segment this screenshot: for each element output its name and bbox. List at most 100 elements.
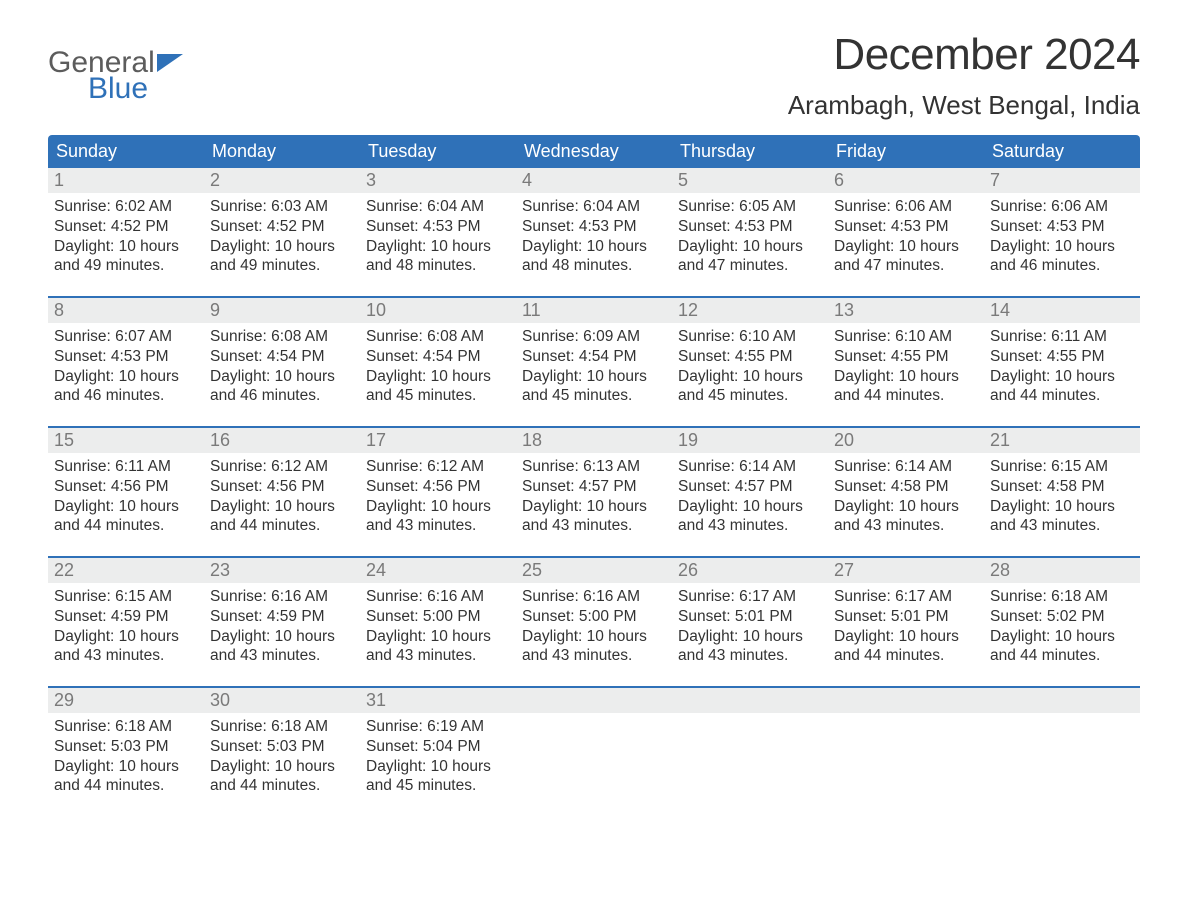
day-body: Sunrise: 6:12 AMSunset: 4:56 PMDaylight:… xyxy=(204,453,360,542)
calendar-day-cell: 8Sunrise: 6:07 AMSunset: 4:53 PMDaylight… xyxy=(48,298,204,426)
daylight-line: Daylight: 10 hours and 44 minutes. xyxy=(990,367,1134,407)
sunrise-line: Sunrise: 6:04 AM xyxy=(366,197,510,217)
sunset-line: Sunset: 4:52 PM xyxy=(54,217,198,237)
sunrise-line: Sunrise: 6:16 AM xyxy=(366,587,510,607)
title-block: December 2024 Arambagh, West Bengal, Ind… xyxy=(788,30,1140,121)
day-body: Sunrise: 6:13 AMSunset: 4:57 PMDaylight:… xyxy=(516,453,672,542)
calendar-day-cell: 23Sunrise: 6:16 AMSunset: 4:59 PMDayligh… xyxy=(204,558,360,686)
dow-cell: Friday xyxy=(828,135,984,168)
daylight-line: Daylight: 10 hours and 46 minutes. xyxy=(990,237,1134,277)
dow-cell: Tuesday xyxy=(360,135,516,168)
day-body: Sunrise: 6:10 AMSunset: 4:55 PMDaylight:… xyxy=(672,323,828,412)
day-body: Sunrise: 6:16 AMSunset: 4:59 PMDaylight:… xyxy=(204,583,360,672)
calendar-body: 1Sunrise: 6:02 AMSunset: 4:52 PMDaylight… xyxy=(48,168,1140,816)
calendar-day-cell: 15Sunrise: 6:11 AMSunset: 4:56 PMDayligh… xyxy=(48,428,204,556)
calendar-week: 8Sunrise: 6:07 AMSunset: 4:53 PMDaylight… xyxy=(48,296,1140,426)
sunrise-line: Sunrise: 6:18 AM xyxy=(54,717,198,737)
sunset-line: Sunset: 4:58 PM xyxy=(990,477,1134,497)
dow-cell: Saturday xyxy=(984,135,1140,168)
day-body: Sunrise: 6:11 AMSunset: 4:56 PMDaylight:… xyxy=(48,453,204,542)
sunrise-line: Sunrise: 6:09 AM xyxy=(522,327,666,347)
sunrise-line: Sunrise: 6:06 AM xyxy=(990,197,1134,217)
calendar-day-cell xyxy=(672,688,828,816)
day-number: 20 xyxy=(828,428,984,453)
page-title: December 2024 xyxy=(788,30,1140,80)
day-body: Sunrise: 6:15 AMSunset: 4:58 PMDaylight:… xyxy=(984,453,1140,542)
sunset-line: Sunset: 5:02 PM xyxy=(990,607,1134,627)
day-body: Sunrise: 6:17 AMSunset: 5:01 PMDaylight:… xyxy=(672,583,828,672)
sunrise-line: Sunrise: 6:10 AM xyxy=(834,327,978,347)
sunset-line: Sunset: 4:54 PM xyxy=(210,347,354,367)
daylight-line: Daylight: 10 hours and 44 minutes. xyxy=(54,757,198,797)
sunrise-line: Sunrise: 6:11 AM xyxy=(990,327,1134,347)
calendar-day-cell: 7Sunrise: 6:06 AMSunset: 4:53 PMDaylight… xyxy=(984,168,1140,296)
sunrise-line: Sunrise: 6:04 AM xyxy=(522,197,666,217)
day-number-empty xyxy=(516,688,672,713)
sunset-line: Sunset: 4:56 PM xyxy=(366,477,510,497)
daylight-line: Daylight: 10 hours and 47 minutes. xyxy=(678,237,822,277)
daylight-line: Daylight: 10 hours and 44 minutes. xyxy=(834,627,978,667)
day-number: 29 xyxy=(48,688,204,713)
sunrise-line: Sunrise: 6:03 AM xyxy=(210,197,354,217)
daylight-line: Daylight: 10 hours and 43 minutes. xyxy=(678,627,822,667)
sunrise-line: Sunrise: 6:10 AM xyxy=(678,327,822,347)
day-number: 30 xyxy=(204,688,360,713)
day-number: 13 xyxy=(828,298,984,323)
day-number: 28 xyxy=(984,558,1140,583)
day-body: Sunrise: 6:16 AMSunset: 5:00 PMDaylight:… xyxy=(516,583,672,672)
header: General Blue December 2024 Arambagh, Wes… xyxy=(48,30,1140,121)
daylight-line: Daylight: 10 hours and 43 minutes. xyxy=(54,627,198,667)
calendar-day-cell: 11Sunrise: 6:09 AMSunset: 4:54 PMDayligh… xyxy=(516,298,672,426)
calendar-day-cell: 19Sunrise: 6:14 AMSunset: 4:57 PMDayligh… xyxy=(672,428,828,556)
daylight-line: Daylight: 10 hours and 47 minutes. xyxy=(834,237,978,277)
sunrise-line: Sunrise: 6:13 AM xyxy=(522,457,666,477)
calendar-day-cell: 5Sunrise: 6:05 AMSunset: 4:53 PMDaylight… xyxy=(672,168,828,296)
day-body: Sunrise: 6:18 AMSunset: 5:03 PMDaylight:… xyxy=(48,713,204,802)
sunset-line: Sunset: 5:03 PM xyxy=(210,737,354,757)
day-body: Sunrise: 6:18 AMSunset: 5:02 PMDaylight:… xyxy=(984,583,1140,672)
day-number: 17 xyxy=(360,428,516,453)
day-number: 4 xyxy=(516,168,672,193)
sunset-line: Sunset: 4:59 PM xyxy=(54,607,198,627)
sunset-line: Sunset: 4:53 PM xyxy=(834,217,978,237)
day-body: Sunrise: 6:10 AMSunset: 4:55 PMDaylight:… xyxy=(828,323,984,412)
day-body: Sunrise: 6:03 AMSunset: 4:52 PMDaylight:… xyxy=(204,193,360,282)
brand-triangle-icon xyxy=(157,54,183,72)
sunrise-line: Sunrise: 6:14 AM xyxy=(834,457,978,477)
calendar-day-cell: 20Sunrise: 6:14 AMSunset: 4:58 PMDayligh… xyxy=(828,428,984,556)
day-number: 24 xyxy=(360,558,516,583)
day-number: 31 xyxy=(360,688,516,713)
calendar-day-cell xyxy=(984,688,1140,816)
daylight-line: Daylight: 10 hours and 45 minutes. xyxy=(366,757,510,797)
daylight-line: Daylight: 10 hours and 44 minutes. xyxy=(210,497,354,537)
sunset-line: Sunset: 4:57 PM xyxy=(678,477,822,497)
day-number: 16 xyxy=(204,428,360,453)
calendar-day-cell: 16Sunrise: 6:12 AMSunset: 4:56 PMDayligh… xyxy=(204,428,360,556)
sunset-line: Sunset: 5:04 PM xyxy=(366,737,510,757)
daylight-line: Daylight: 10 hours and 43 minutes. xyxy=(210,627,354,667)
day-number: 5 xyxy=(672,168,828,193)
sunset-line: Sunset: 4:55 PM xyxy=(678,347,822,367)
day-number: 7 xyxy=(984,168,1140,193)
brand-word-2: Blue xyxy=(88,74,183,104)
day-number-empty xyxy=(984,688,1140,713)
sunrise-line: Sunrise: 6:19 AM xyxy=(366,717,510,737)
sunrise-line: Sunrise: 6:05 AM xyxy=(678,197,822,217)
sunrise-line: Sunrise: 6:16 AM xyxy=(522,587,666,607)
calendar-week: 1Sunrise: 6:02 AMSunset: 4:52 PMDaylight… xyxy=(48,168,1140,296)
sunrise-line: Sunrise: 6:18 AM xyxy=(210,717,354,737)
sunrise-line: Sunrise: 6:02 AM xyxy=(54,197,198,217)
daylight-line: Daylight: 10 hours and 44 minutes. xyxy=(834,367,978,407)
calendar-week: 22Sunrise: 6:15 AMSunset: 4:59 PMDayligh… xyxy=(48,556,1140,686)
day-number: 25 xyxy=(516,558,672,583)
day-body: Sunrise: 6:04 AMSunset: 4:53 PMDaylight:… xyxy=(516,193,672,282)
calendar-day-cell xyxy=(828,688,984,816)
daylight-line: Daylight: 10 hours and 46 minutes. xyxy=(54,367,198,407)
calendar-day-cell: 18Sunrise: 6:13 AMSunset: 4:57 PMDayligh… xyxy=(516,428,672,556)
day-body: Sunrise: 6:11 AMSunset: 4:55 PMDaylight:… xyxy=(984,323,1140,412)
day-number: 8 xyxy=(48,298,204,323)
day-number: 19 xyxy=(672,428,828,453)
sunrise-line: Sunrise: 6:15 AM xyxy=(990,457,1134,477)
sunset-line: Sunset: 4:54 PM xyxy=(366,347,510,367)
day-number: 23 xyxy=(204,558,360,583)
